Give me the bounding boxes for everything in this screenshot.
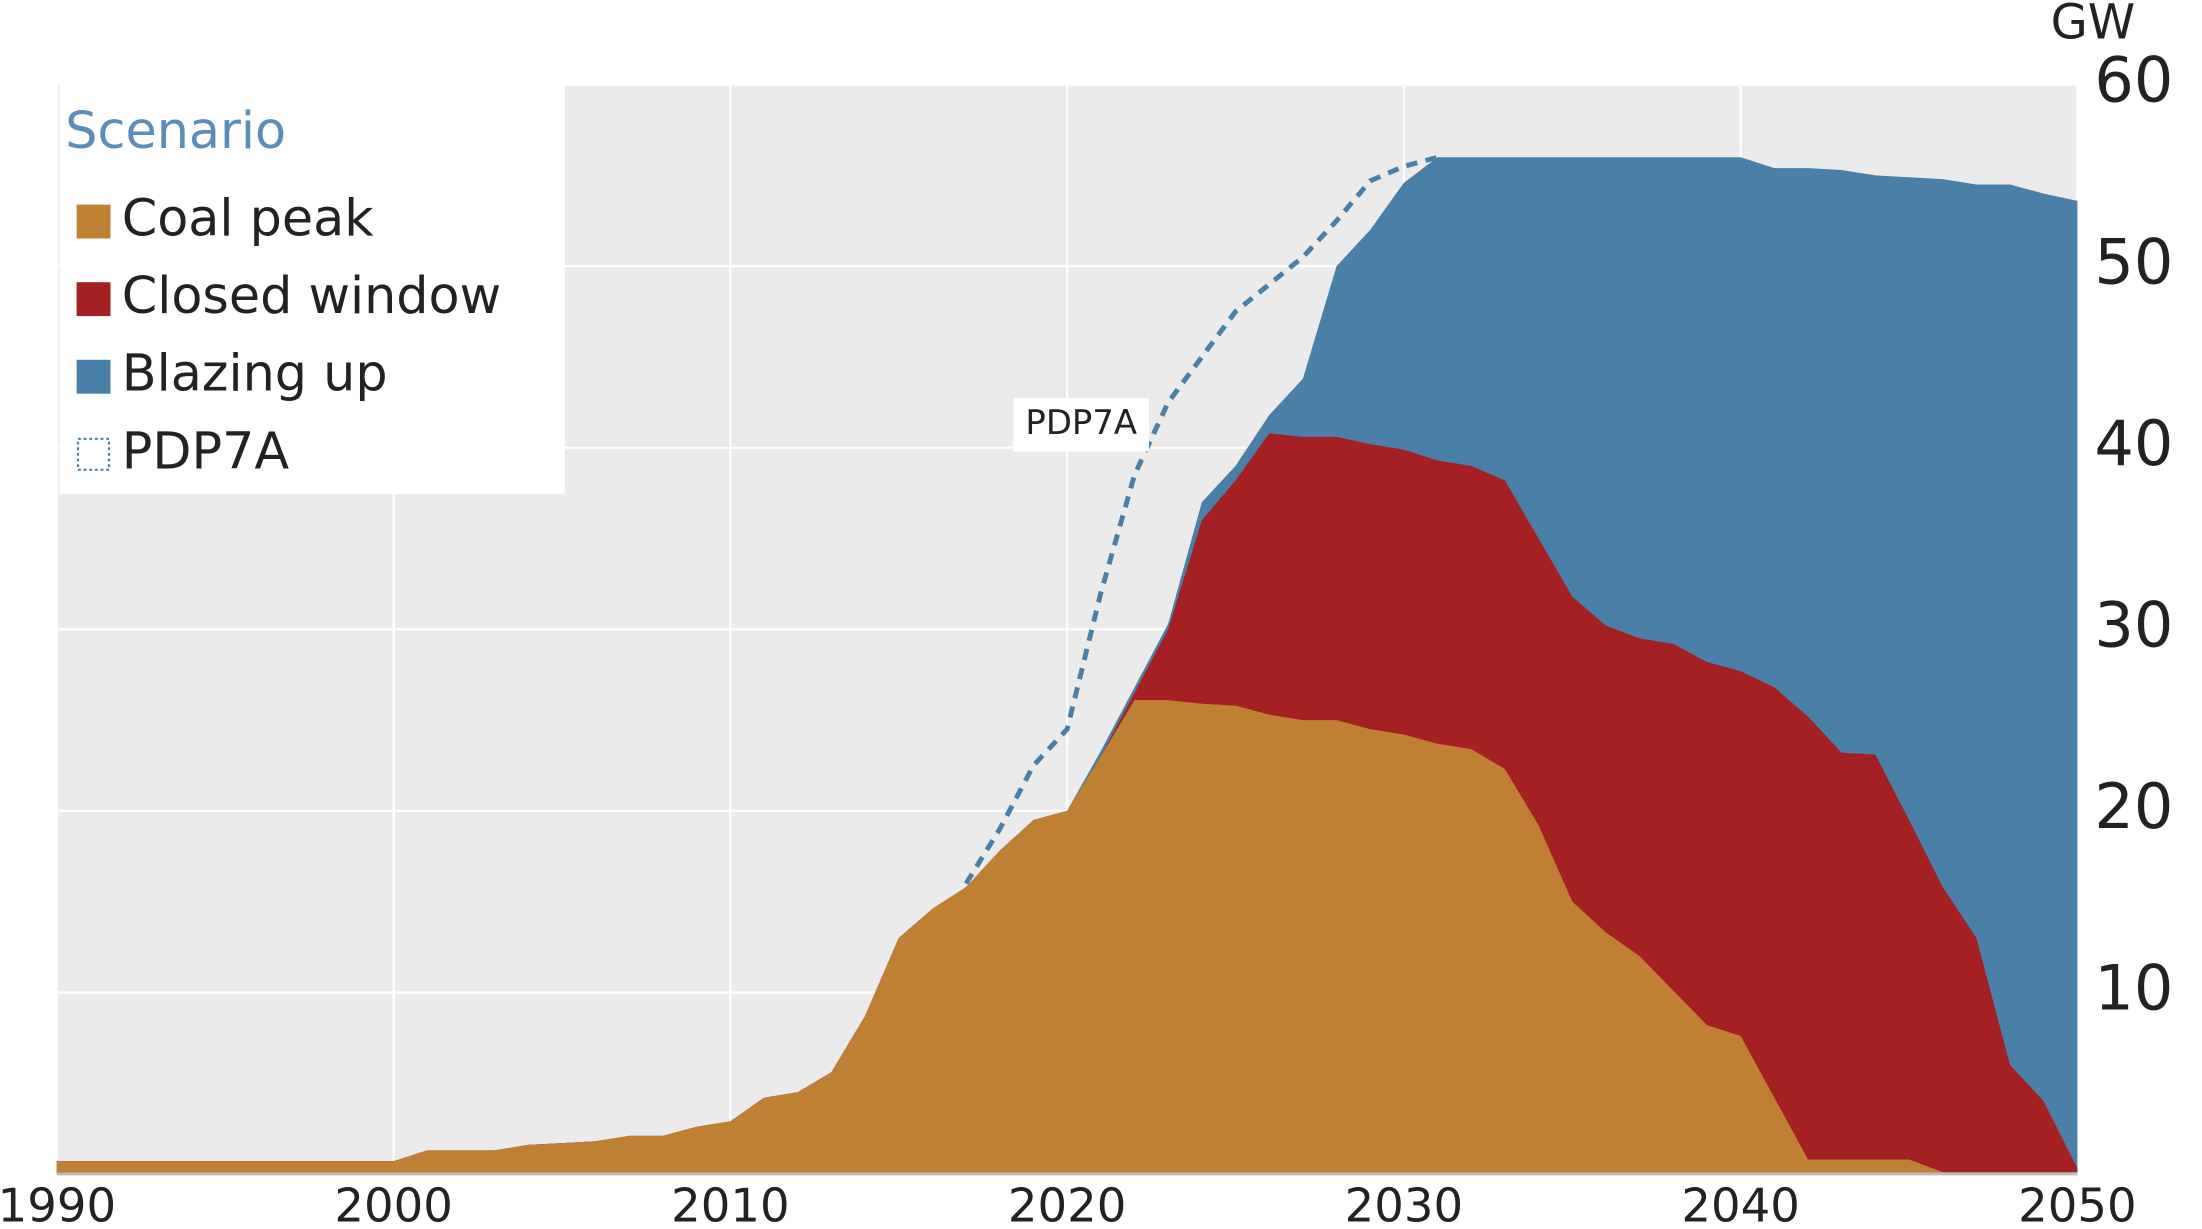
legend-label: PDP7A	[122, 421, 290, 480]
legend-box	[59, 84, 565, 494]
x-tick-label: 1990	[0, 1179, 116, 1229]
legend-label: Coal peak	[122, 189, 374, 248]
annotation-bg	[1013, 397, 1149, 452]
y-tick-label: 60	[2094, 44, 2173, 117]
legend-label: Blazing up	[122, 344, 388, 403]
y-tick-label: 20	[2094, 770, 2173, 843]
x-tick-label: 2000	[334, 1179, 452, 1229]
annotation: PDP7A	[1025, 403, 1137, 442]
x-tick-label: 2040	[1681, 1179, 1799, 1229]
area	[56, 700, 2078, 1174]
legend-swatch	[76, 282, 111, 317]
y-tick-label: 30	[2094, 588, 2173, 661]
x-tick-label: 2010	[671, 1179, 789, 1229]
legend-swatch	[76, 359, 111, 394]
legend-swatch	[76, 437, 111, 471]
x-tick-label: 2030	[1345, 1179, 1463, 1229]
legend-swatch	[76, 204, 111, 239]
dashed-line	[964, 154, 1439, 885]
legend-label: Closed window	[122, 266, 501, 325]
y-tick-label: 50	[2094, 225, 2173, 298]
y-tick-label: 10	[2094, 951, 2173, 1024]
y-unit: GW	[2051, 0, 2136, 50]
legend-title: Scenario	[65, 101, 286, 160]
x-tick-label: 2050	[2018, 1179, 2136, 1229]
y-tick-label: 40	[2094, 407, 2173, 480]
x-tick-label: 2020	[1008, 1179, 1126, 1229]
